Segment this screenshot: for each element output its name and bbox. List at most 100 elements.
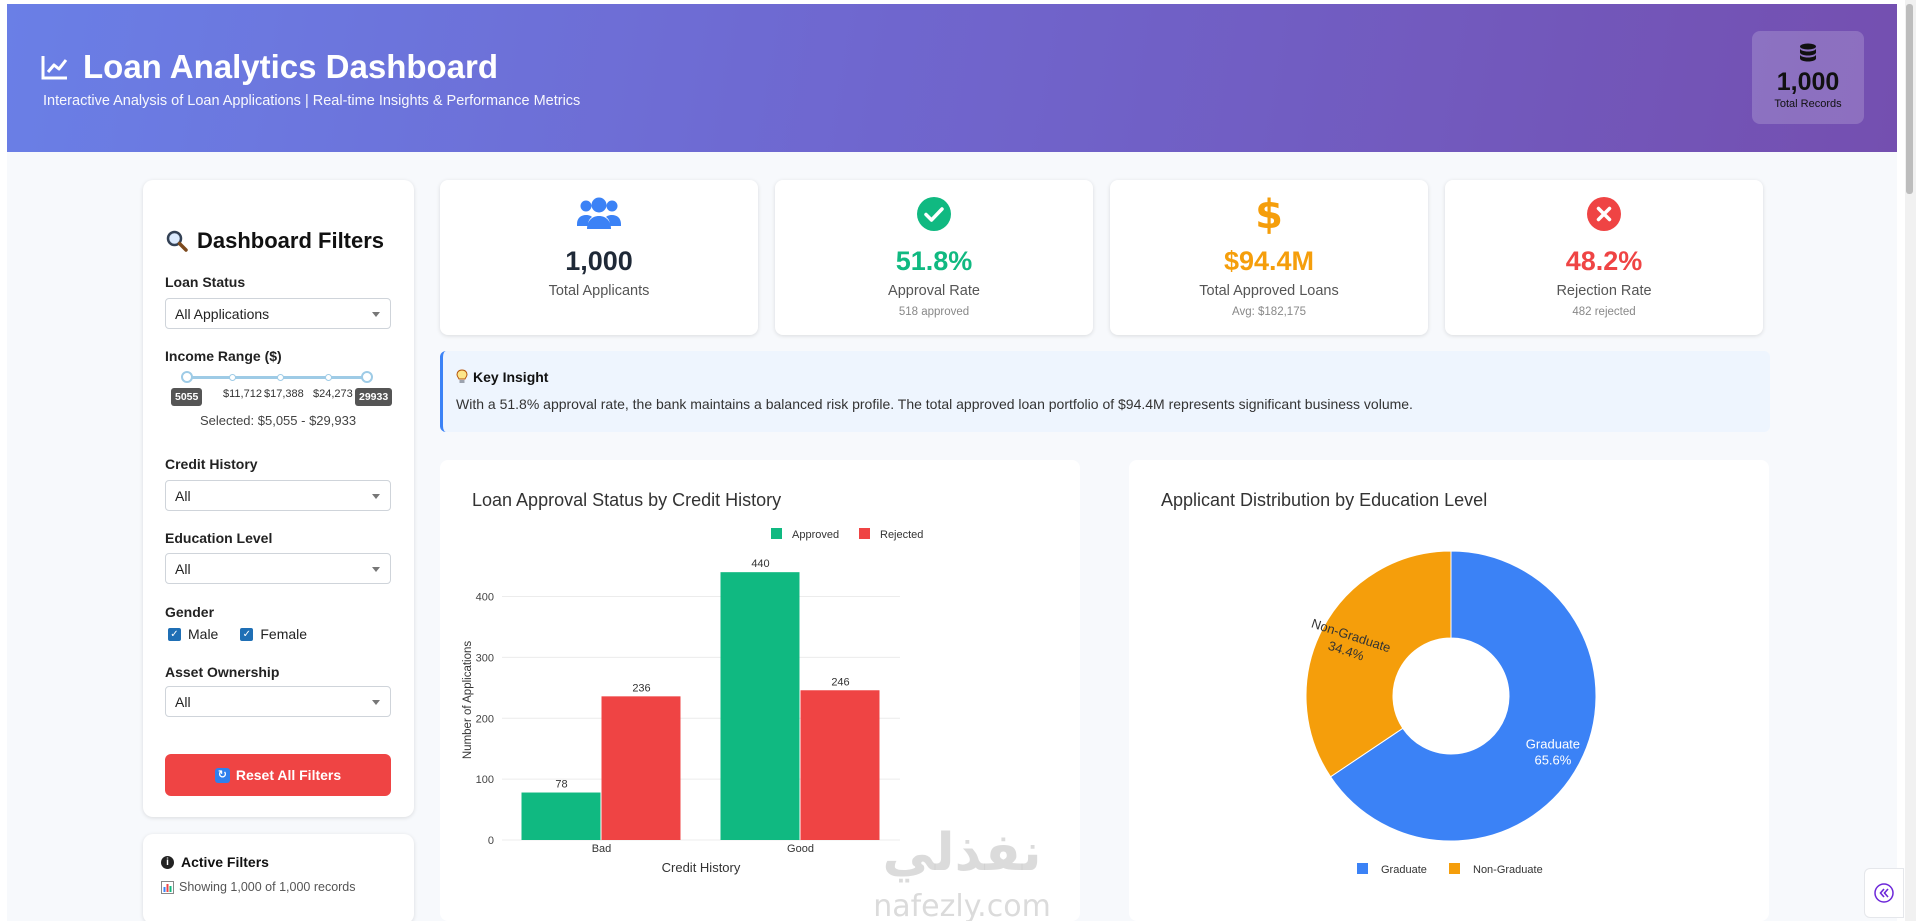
x-circle-icon [1587,197,1621,231]
legend-label-non-graduate: Non-Graduate [1473,864,1543,876]
collapse-panel-button[interactable] [1864,868,1904,918]
asset-ownership-label: Asset Ownership [165,664,280,680]
key-insight-text: With a 51.8% approval rate, the bank mai… [456,396,1413,412]
income-slider-max-handle[interactable] [361,371,373,383]
bar-chart-y-tick: 400 [476,592,494,604]
credit-history-select[interactable]: All [165,480,391,511]
bar-chart-y-tick: 0 [488,835,494,847]
gender-male-option[interactable]: ✓ Male [168,626,218,642]
approval-rate-label: Approval Rate [888,283,980,299]
svg-text:$: $ [1256,192,1282,234]
bar-chart-x-tick: Good [787,843,814,855]
income-slider-tick [325,374,332,381]
income-slider-tick [277,374,284,381]
check-circle-icon [917,197,951,231]
double-chevron-left-icon [1874,883,1894,903]
total-records-box: 1,000 Total Records [1752,31,1864,124]
donut-label-percent: 65.6% [1534,752,1571,767]
kpi-card-total-approved-loans: $ $94.4M Total Approved Loans Avg: $182,… [1110,180,1428,335]
gender-label: Gender [165,604,215,620]
filters-title-text: Dashboard Filters [197,228,385,253]
gender-female-option[interactable]: ✓ Female [240,626,307,642]
income-selected-text: Selected: $5,055 - $29,933 [199,413,357,428]
users-icon [577,197,621,229]
asset-ownership-select[interactable]: All [165,686,391,717]
gender-options: ✓ Male ✓ Female [168,626,307,642]
approved-loans-label: Total Approved Loans [1199,283,1339,299]
header-banner: Loan Analytics Dashboard Interactive Ana… [7,4,1897,152]
page-title-text: Loan Analytics Dashboard [83,48,499,85]
bar-data-label: 440 [751,558,769,570]
approval-rate-sub: 518 approved [898,306,970,318]
rejection-rate-label: Rejection Rate [1556,283,1652,299]
database-icon [1800,43,1816,62]
education-level-select[interactable]: All [165,553,391,584]
bar-data-label: 236 [632,682,650,694]
gender-female-label: Female [260,626,308,642]
bar-chart: 0 100 200 300 400 78 236 Bad 440 246 Good Credit Hi… [462,528,923,875]
bar-chart-y-label: Number of Applications [462,641,474,760]
active-filters-text: Showing 1,000 of 1,000 records [161,880,356,894]
reset-filters-label: Reset All Filters [235,767,342,783]
refresh-icon: ↻ [214,767,230,783]
active-filters-title-text: Active Filters [181,854,269,870]
kpi-card-rejection-rate: 48.2% Rejection Rate 482 rejected [1445,180,1763,335]
bar-chart-icon [161,880,174,894]
bar-data-label: 78 [555,779,567,791]
bar-data-label: 246 [831,676,849,688]
approved-loans-sub: Avg: $182,175 [1232,306,1306,318]
dashboard-page: Loan Analytics Dashboard Interactive Ana… [7,4,1897,921]
credit-history-chart-card: Loan Approval Status by Credit History 0… [440,460,1080,921]
total-applicants-value: 1,000 [565,246,633,276]
total-applicants-label: Total Applicants [548,283,650,299]
education-level-label: Education Level [165,530,273,546]
key-insight-title: Key Insight [456,369,548,385]
active-filters-title: i Active Filters [161,854,269,870]
bar-chart-y-tick: 300 [476,652,494,664]
legend-label-rejected: Rejected [880,529,923,541]
active-filters-count: Showing 1,000 of 1,000 records [179,880,356,894]
approval-rate-value: 51.8% [895,246,973,276]
income-slider-min-handle[interactable] [181,371,193,383]
page-title: Loan Analytics Dashboard [41,48,498,86]
page-scrollbar-thumb[interactable] [1906,4,1913,194]
income-mark: $11,712 [223,388,262,400]
page-subtitle: Interactive Analysis of Loan Application… [43,93,581,109]
active-filters-panel: i Active Filters Showing 1,000 of 1,000 … [143,834,414,921]
legend-label-approved: Approved [792,529,839,541]
income-range-label: Income Range ($) [165,348,282,364]
donut-slice-graduate [1329,550,1597,842]
info-icon: i [161,855,174,869]
reset-filters-button[interactable]: ↻ Reset All Filters [165,754,391,796]
checkbox-checked-icon[interactable]: ✓ [240,627,254,641]
total-records-value: 1,000 [1776,68,1840,96]
page-scrollbar[interactable] [1905,0,1916,921]
loan-status-label: Loan Status [165,274,246,290]
legend-swatch-graduate [1357,863,1368,874]
checkbox-checked-icon[interactable]: ✓ [168,627,181,641]
income-mark: $24,273 [313,388,353,400]
gender-male-label: Male [188,626,219,642]
legend-label-graduate: Graduate [1381,864,1427,876]
donut-label-name: Graduate [1526,736,1580,751]
bar-rejected-good [800,690,880,840]
lightbulb-icon [456,369,468,383]
donut-chart-title: Applicant Distribution by Education Leve… [1161,490,1488,510]
bar-chart-y-tick: 200 [476,713,494,725]
legend-swatch-non-graduate [1449,863,1460,874]
filters-sidebar: Dashboard Filters Loan Status All Applic… [143,180,414,817]
bar-chart-x-tick: Bad [592,843,612,855]
key-insight-box: Key Insight With a 51.8% approval rate, … [440,351,1770,432]
kpi-card-approval-rate: 51.8% Approval Rate 518 approved [775,180,1093,335]
filters-title: Dashboard Filters [165,228,384,254]
bar-approved-bad [521,792,601,840]
bar-rejected-bad [601,696,681,840]
bar-approved-good [720,572,800,840]
bar-chart-title: Loan Approval Status by Credit History [472,490,782,510]
credit-history-label: Credit History [165,456,258,472]
bar-chart-x-label: Credit History [662,860,741,875]
donut-slice-non-graduate [1305,550,1452,778]
loan-status-select[interactable]: All Applications [165,298,391,329]
total-records-label: Total Records [1774,98,1842,110]
